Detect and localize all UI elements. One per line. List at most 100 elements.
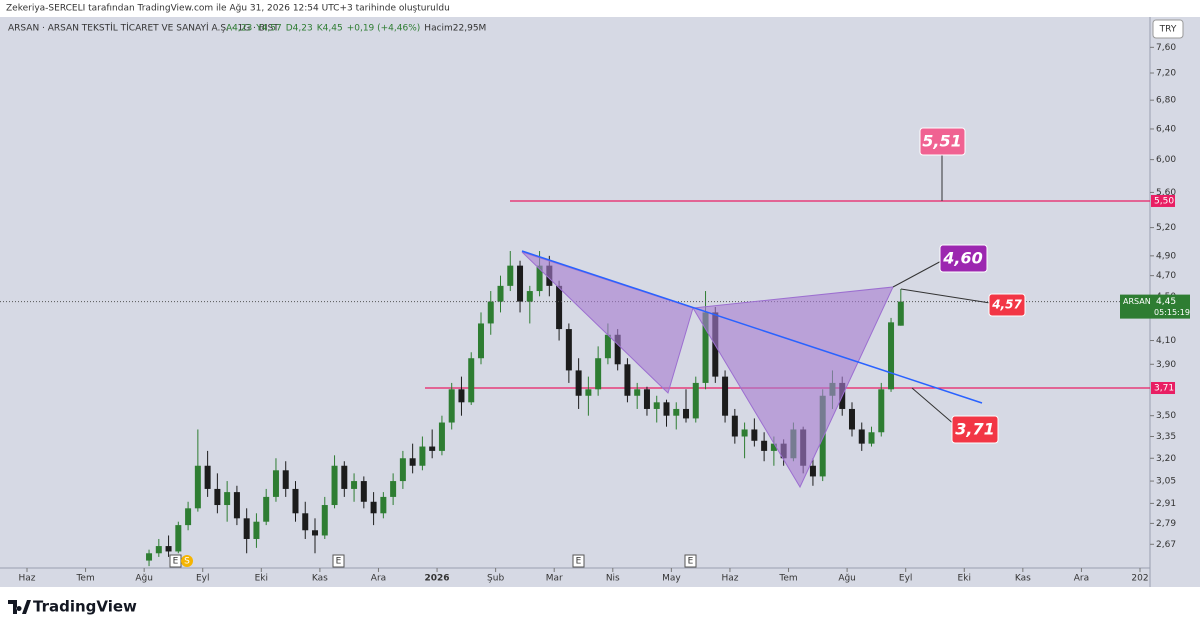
y-tick-label: 3,50 bbox=[1156, 411, 1176, 421]
candle-body bbox=[292, 488, 299, 514]
level-label: 5,50 bbox=[1154, 196, 1174, 206]
y-tick-label: 3,35 bbox=[1156, 432, 1176, 442]
candle-body bbox=[312, 530, 319, 536]
candle-body bbox=[741, 429, 748, 437]
candle-body bbox=[507, 265, 514, 286]
event-label: E bbox=[173, 557, 179, 567]
x-tick-label: Eyl bbox=[196, 574, 210, 584]
candle-body bbox=[526, 291, 533, 302]
events: E S E E E bbox=[169, 554, 697, 568]
candle-body bbox=[878, 389, 885, 433]
x-tick-label: 202 bbox=[1131, 574, 1148, 584]
candle-body bbox=[595, 358, 602, 390]
candle-body bbox=[165, 546, 172, 552]
x-tick-label: Ağu bbox=[135, 574, 153, 584]
candle-body bbox=[146, 553, 153, 561]
candle-body bbox=[692, 382, 699, 419]
candle-body bbox=[263, 496, 270, 522]
price-badge-price: 4,45 bbox=[1156, 297, 1176, 307]
x-tick-label: Ağu bbox=[838, 574, 856, 584]
candle-body bbox=[429, 446, 436, 451]
candle-body bbox=[663, 402, 670, 416]
y-tick-label: 3,20 bbox=[1156, 454, 1176, 464]
candle-body bbox=[419, 446, 426, 466]
legend-value: Y4,57 bbox=[255, 24, 282, 34]
candle-body bbox=[673, 408, 680, 416]
x-tick-label: Eyl bbox=[899, 574, 913, 584]
callout-box bbox=[939, 244, 988, 273]
event-marker bbox=[684, 554, 697, 568]
callout-box bbox=[919, 127, 966, 156]
candle-body bbox=[185, 508, 192, 526]
symbol-line: ARSAN · ARSAN TEKSTİL TİCARET VE SANAYİ … bbox=[8, 23, 279, 34]
candle-body bbox=[253, 521, 260, 539]
y-tick-label: 6,00 bbox=[1156, 155, 1176, 165]
event-label: S bbox=[184, 557, 190, 567]
price-badge bbox=[1120, 294, 1190, 319]
candle-body bbox=[224, 492, 231, 506]
candle-body bbox=[360, 481, 367, 502]
legend-value: K4,45 bbox=[317, 24, 343, 34]
y-tick-label: 4,70 bbox=[1156, 271, 1176, 281]
candle-body bbox=[683, 408, 690, 419]
callout-pointer bbox=[900, 288, 991, 304]
candle-body bbox=[643, 389, 650, 409]
plot: 7,607,206,806,406,005,605,204,904,704,50… bbox=[0, 43, 1190, 584]
candle-body bbox=[448, 389, 455, 423]
candle-body bbox=[214, 488, 221, 506]
legend-value: D4,23 bbox=[286, 24, 313, 34]
candle-body bbox=[761, 440, 768, 451]
candle-body bbox=[604, 334, 611, 359]
y-tick-label: 3,90 bbox=[1156, 360, 1176, 370]
x-tick-label: Eki bbox=[255, 574, 268, 584]
callout-box bbox=[951, 415, 999, 444]
event-marker bbox=[572, 554, 585, 568]
candle-body bbox=[272, 470, 279, 497]
callout: 5,51 bbox=[922, 132, 961, 151]
candle-body bbox=[497, 285, 504, 302]
candle-body bbox=[390, 481, 397, 497]
legend-values: A4,23 Y4,57 D4,23 K4,45 +0,19 (+4,46%) Hacim2… bbox=[226, 24, 486, 34]
candle-body bbox=[731, 415, 738, 437]
x-tick-label: Ara bbox=[1074, 574, 1089, 584]
candle-body bbox=[858, 429, 865, 444]
legend-value: Hacim22,95M bbox=[424, 24, 486, 34]
credit: Zekeriya-SERCELI tarafından TradingView.… bbox=[6, 4, 450, 14]
level-label: 3,71 bbox=[1154, 384, 1174, 394]
candle-body bbox=[409, 458, 416, 466]
x-tick-label: Eki bbox=[958, 574, 971, 584]
candle-body bbox=[243, 518, 250, 539]
x-tick-label: Haz bbox=[721, 574, 738, 584]
y-tick-label: 4,90 bbox=[1156, 251, 1176, 261]
candle-body bbox=[614, 334, 621, 365]
callout-box bbox=[988, 293, 1026, 317]
event-label: E bbox=[688, 557, 694, 567]
event-marker bbox=[181, 555, 193, 567]
x-tick-label: Haz bbox=[18, 574, 35, 584]
candle-body bbox=[634, 389, 641, 396]
y-tick-label: 2,79 bbox=[1156, 519, 1176, 529]
logo-text: TradingView bbox=[33, 598, 137, 616]
candle-body bbox=[204, 465, 211, 489]
candle-body bbox=[331, 465, 338, 506]
candle-body bbox=[341, 465, 348, 489]
callout: 4,60 bbox=[942, 249, 982, 268]
y-tick-label: 6,80 bbox=[1156, 96, 1176, 106]
level-badge bbox=[1151, 194, 1175, 207]
candle-body bbox=[321, 505, 328, 536]
candle-body bbox=[370, 501, 377, 514]
candle-body bbox=[517, 265, 524, 302]
candle-body bbox=[487, 301, 494, 324]
y-tick-label: 3,05 bbox=[1156, 477, 1176, 487]
callout: 3,71 bbox=[955, 420, 994, 439]
event-label: E bbox=[336, 557, 342, 567]
price-badge-countdown: 05:15:19 bbox=[1154, 308, 1190, 317]
event-marker bbox=[332, 554, 345, 568]
candle-body bbox=[809, 465, 816, 477]
x-tick-label: Kas bbox=[1015, 574, 1031, 584]
candle-body bbox=[751, 429, 758, 441]
x-tick-label: Nis bbox=[606, 574, 620, 584]
candle-body bbox=[194, 465, 201, 509]
y-tick-label: 4,10 bbox=[1156, 336, 1176, 346]
